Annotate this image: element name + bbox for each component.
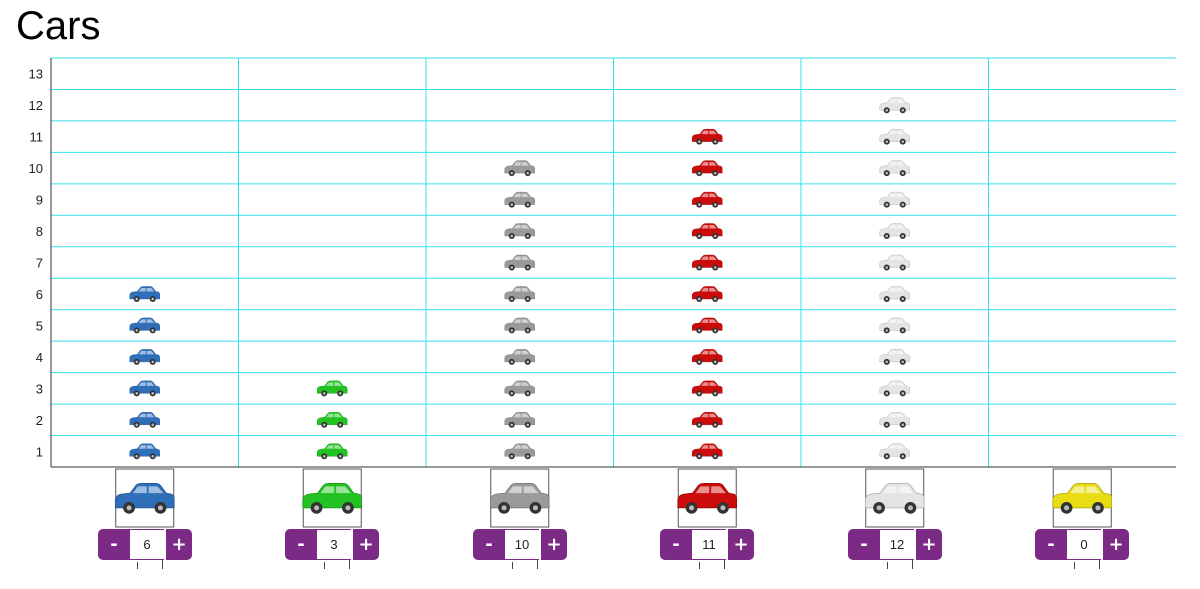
increment-button[interactable]: + — [914, 529, 942, 560]
slider-tick — [1074, 562, 1075, 569]
y-tick-label: 6 — [36, 287, 43, 302]
y-tick-label: 2 — [36, 413, 43, 428]
car-icon — [692, 254, 723, 271]
car-icon — [879, 317, 910, 334]
slider-tick — [162, 560, 163, 569]
slider-tick — [512, 562, 513, 569]
car-icon — [692, 380, 723, 397]
increment-button[interactable]: + — [539, 529, 567, 560]
car-icon — [879, 160, 910, 177]
decrement-button[interactable]: - — [285, 529, 317, 560]
car-icon — [129, 443, 160, 460]
car-icon — [864, 482, 925, 514]
value-stepper: -12 + — [848, 529, 942, 569]
car-icon — [504, 317, 535, 334]
y-tick-label: 13 — [29, 67, 43, 82]
car-icon — [692, 191, 723, 208]
increment-button[interactable]: + — [1101, 529, 1129, 560]
slider-tick — [537, 560, 538, 569]
car-icon — [879, 349, 910, 365]
car-icon — [504, 443, 535, 460]
y-tick-label: 9 — [36, 193, 43, 208]
car-icon — [692, 349, 723, 365]
increment-button[interactable]: + — [726, 529, 754, 560]
car-icon — [129, 412, 160, 428]
car-icon — [879, 128, 910, 145]
car-icon — [317, 380, 348, 397]
car-icon — [1052, 482, 1113, 514]
value-field[interactable]: 11 — [692, 529, 726, 560]
value-stepper: -11 + — [660, 529, 754, 569]
car-icon — [692, 443, 723, 460]
car-icon — [129, 349, 160, 365]
car-icon — [317, 443, 348, 460]
car-icon — [317, 412, 348, 428]
value-stepper: -0 + — [1035, 529, 1129, 569]
car-icon — [879, 254, 910, 271]
increment-button[interactable]: + — [164, 529, 192, 560]
decrement-button[interactable]: - — [1035, 529, 1067, 560]
car-icon — [504, 223, 535, 240]
slider-tick — [887, 562, 888, 569]
car-icon — [302, 482, 363, 514]
car-icon — [489, 482, 550, 514]
value-stepper: -3 + — [285, 529, 379, 569]
car-icon — [879, 191, 910, 208]
car-icon — [692, 317, 723, 334]
value-stepper: -6 + — [98, 529, 192, 569]
decrement-button[interactable]: - — [473, 529, 505, 560]
y-tick-label: 7 — [36, 256, 43, 271]
value-field[interactable]: 0 — [1067, 529, 1101, 560]
slider-tick — [724, 560, 725, 569]
slider-tick — [137, 562, 138, 569]
slider-tick — [912, 560, 913, 569]
page-title: Cars — [16, 4, 101, 48]
value-field[interactable]: 12 — [880, 529, 914, 560]
car-icon — [504, 380, 535, 397]
car-icon — [879, 443, 910, 460]
decrement-button[interactable]: - — [660, 529, 692, 560]
car-icon — [692, 412, 723, 428]
y-tick-label: 10 — [29, 161, 43, 176]
decrement-button[interactable]: - — [98, 529, 130, 560]
value-stepper: -10 + — [473, 529, 567, 569]
car-icon — [504, 412, 535, 428]
car-icon — [879, 286, 910, 302]
increment-button[interactable]: + — [351, 529, 379, 560]
slider-tick — [1099, 560, 1100, 569]
car-icon — [129, 317, 160, 334]
value-field[interactable]: 10 — [505, 529, 539, 560]
slider-tick — [324, 562, 325, 569]
car-icon — [879, 412, 910, 428]
slider-tick — [349, 560, 350, 569]
car-icon — [504, 160, 535, 177]
car-icon — [129, 380, 160, 397]
car-icon — [114, 482, 175, 514]
car-icon — [504, 254, 535, 271]
y-tick-label: 11 — [30, 130, 44, 145]
car-icon — [692, 223, 723, 240]
car-icon — [879, 380, 910, 397]
car-icon — [692, 128, 723, 145]
y-tick-label: 3 — [36, 381, 43, 396]
y-tick-label: 12 — [29, 98, 43, 113]
car-icon — [504, 286, 535, 302]
car-icon — [129, 286, 160, 302]
slider-tick — [699, 562, 700, 569]
y-tick-label: 5 — [36, 318, 43, 333]
car-icon — [879, 223, 910, 240]
decrement-button[interactable]: - — [848, 529, 880, 560]
car-icon — [692, 160, 723, 177]
car-icon — [692, 286, 723, 302]
car-icon — [504, 349, 535, 365]
value-field[interactable]: 3 — [317, 529, 351, 560]
car-icon — [504, 191, 535, 208]
y-tick-label: 1 — [36, 444, 43, 459]
car-icon — [879, 97, 910, 114]
value-field[interactable]: 6 — [130, 529, 164, 560]
y-tick-label: 8 — [36, 224, 43, 239]
y-tick-label: 4 — [36, 350, 43, 365]
car-icon — [677, 482, 738, 514]
